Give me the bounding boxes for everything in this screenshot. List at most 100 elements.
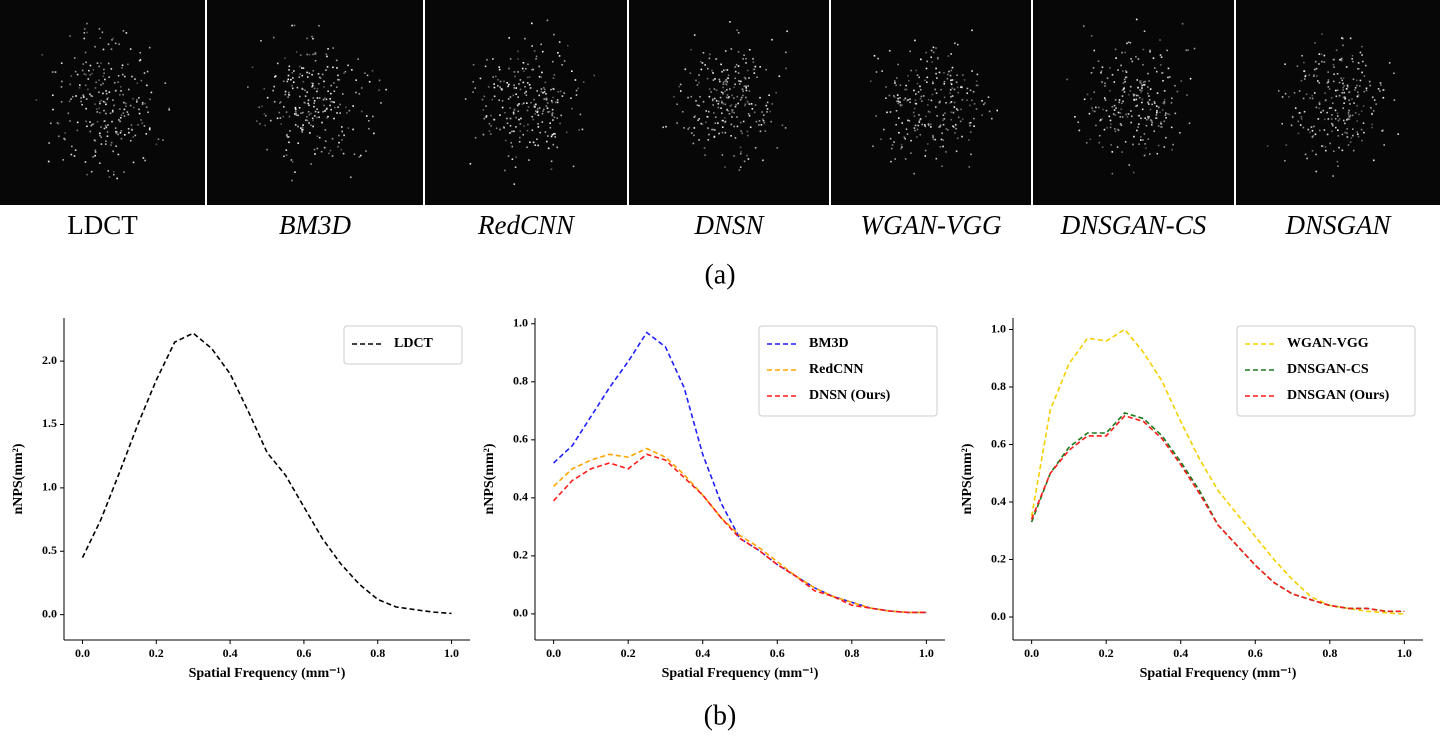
noise-speck <box>1344 97 1347 99</box>
series-line <box>553 331 927 614</box>
noise-speck <box>91 72 93 75</box>
noise-speck <box>760 123 763 126</box>
noise-speck <box>88 69 90 72</box>
noise-speck <box>727 74 730 77</box>
noise-speck <box>554 136 557 138</box>
noise-speck <box>707 127 709 130</box>
noise-speck <box>1155 105 1158 107</box>
noise-speck <box>487 86 490 88</box>
noise-image <box>629 0 829 205</box>
noise-speck <box>900 143 903 146</box>
noise-speck <box>1143 30 1146 33</box>
noise-speck <box>1397 133 1400 135</box>
noise-speck <box>941 165 943 168</box>
noise-speck <box>326 117 328 119</box>
legend-box <box>758 325 938 417</box>
noise-speck <box>1339 59 1342 61</box>
noise-speck <box>132 106 135 109</box>
noise-speck <box>531 115 533 118</box>
noise-speck <box>550 88 552 91</box>
noise-speck <box>378 89 380 92</box>
noise-speck <box>542 87 545 89</box>
noise-speck <box>970 153 972 156</box>
noise-speck <box>503 126 505 129</box>
noise-speck <box>692 142 695 145</box>
noise-speck <box>706 77 709 80</box>
noise-speck <box>722 119 724 122</box>
noise-speck <box>385 88 387 91</box>
noise-speck <box>746 101 749 104</box>
noise-speck <box>266 148 268 151</box>
noise-speck <box>747 134 749 137</box>
noise-speck <box>949 88 952 91</box>
noise-speck <box>676 122 678 124</box>
noise-speck <box>515 126 517 128</box>
noise-speck <box>1328 88 1331 90</box>
noise-speck <box>520 117 522 120</box>
noise-speck <box>1361 54 1363 56</box>
noise-speck <box>1356 91 1359 93</box>
noise-speck <box>357 58 359 60</box>
noise-speck <box>63 137 65 140</box>
noise-speck <box>1086 93 1089 96</box>
noise-speck <box>112 99 114 101</box>
noise-speck <box>125 105 127 107</box>
noise-speck <box>955 108 958 110</box>
noise-speck <box>1321 33 1323 35</box>
noise-speck <box>517 110 520 113</box>
noise-speck <box>338 134 340 137</box>
noise-speck <box>332 66 334 69</box>
noise-speck <box>913 172 915 175</box>
noise-speck <box>968 166 971 168</box>
noise-speck <box>552 119 554 121</box>
noise-speck <box>727 110 730 112</box>
noise-speck <box>743 85 746 88</box>
noise-speck <box>117 153 120 156</box>
noise-speck <box>938 101 941 103</box>
noise-speck <box>126 111 129 113</box>
noise-speck <box>1074 116 1076 118</box>
noise-speck <box>509 117 512 120</box>
noise-speck <box>1155 117 1158 120</box>
noise-speck <box>1285 144 1288 146</box>
noise-speck <box>504 111 506 114</box>
noise-speck <box>504 169 506 172</box>
noise-speck <box>1160 126 1162 128</box>
noise-speck <box>296 86 299 89</box>
noise-speck <box>338 78 341 81</box>
noise-speck <box>337 106 339 109</box>
noise-speck <box>35 99 38 101</box>
noise-speck <box>950 101 953 103</box>
noise-speck <box>119 131 122 134</box>
noise-speck <box>1141 87 1143 89</box>
noise-speck <box>1180 80 1183 82</box>
noise-speck <box>111 110 114 113</box>
noise-speck <box>558 55 561 57</box>
noise-speck <box>926 143 929 145</box>
noise-speck <box>703 147 706 149</box>
noise-speck <box>1108 115 1111 118</box>
noise-speck <box>492 76 495 78</box>
noise-speck <box>1298 112 1301 114</box>
noise-speck <box>557 91 560 93</box>
noise-speck <box>943 71 945 74</box>
noise-speck <box>1133 94 1135 97</box>
noise-speck <box>940 138 943 141</box>
noise-speck <box>737 51 740 53</box>
noise-speck <box>733 125 735 128</box>
noise-speck <box>1145 147 1147 150</box>
noise-speck <box>1142 48 1145 51</box>
noise-speck <box>282 80 285 83</box>
noise-speck <box>103 72 105 75</box>
noise-speck <box>92 69 95 71</box>
noise-speck <box>1153 100 1156 103</box>
noise-speck <box>269 119 272 122</box>
noise-speck <box>70 153 73 156</box>
noise-speck <box>1324 99 1327 102</box>
noise-speck <box>479 77 482 80</box>
noise-image <box>831 0 1031 205</box>
noise-speck <box>517 58 519 60</box>
noise-speck <box>730 48 733 50</box>
noise-speck <box>81 103 83 106</box>
noise-speck <box>942 145 944 148</box>
